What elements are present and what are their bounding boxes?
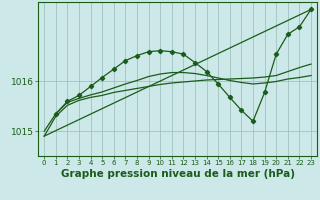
X-axis label: Graphe pression niveau de la mer (hPa): Graphe pression niveau de la mer (hPa): [60, 169, 295, 179]
